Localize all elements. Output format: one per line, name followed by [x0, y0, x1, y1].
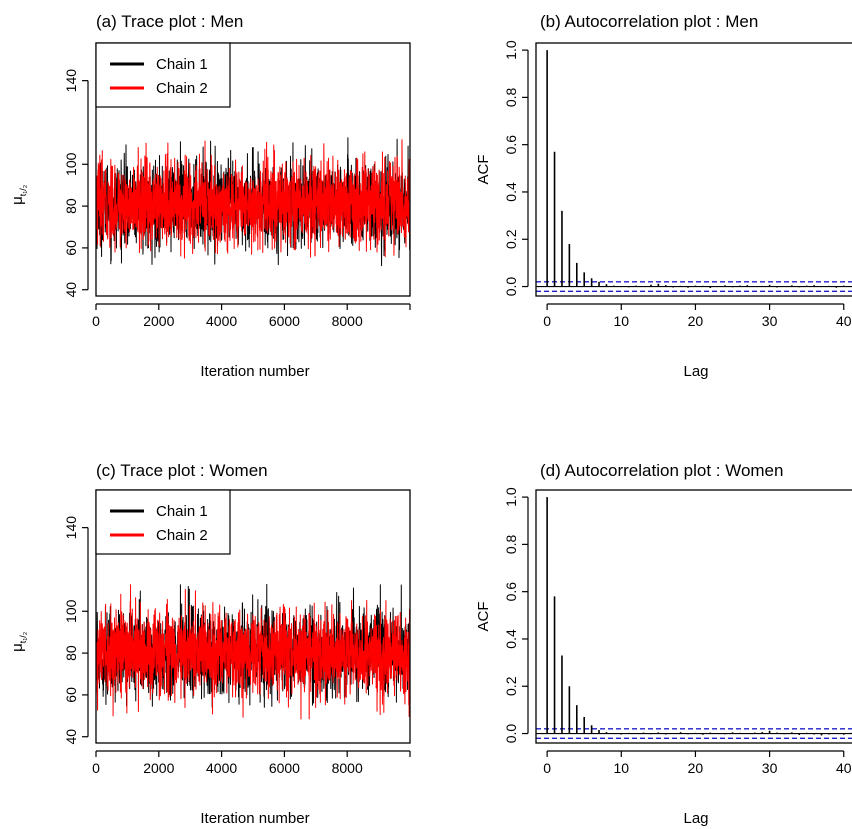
panel-acf-women: (d) Autocorrelation plot : Women 0 10 20 30 4…: [475, 461, 852, 827]
plot-frame: [535, 42, 852, 297]
y-tick-label: 140: [63, 69, 79, 93]
panel-trace-women: (c) Trace plot : Women 0 2000 4000 6000 8000 4…: [9, 461, 411, 827]
y-tick-label: 40: [63, 282, 79, 298]
y-axis-label: μt₁/₂: [9, 184, 28, 205]
panel-trace-men: (a) Trace plot : Men 0 2000 4000 6000 8000 40 6…: [9, 12, 411, 380]
x-tick-label: 8000: [332, 313, 363, 329]
x-tick-label: 8000: [332, 760, 363, 776]
x-axis-label: Iteration number: [200, 810, 309, 827]
x-tick-label: 0: [543, 760, 551, 776]
y-axis-label-subscript: t₁/₂: [18, 631, 28, 643]
series-group: [96, 583, 410, 720]
x-tick-label: 20: [688, 760, 704, 776]
x-tick-label: 20: [688, 313, 704, 329]
x-tick-label: 4000: [206, 313, 237, 329]
y-tick-label: 0.4: [503, 182, 519, 202]
y-tick-label: 0.6: [503, 582, 519, 602]
x-tick-label: 10: [613, 313, 629, 329]
x-axis-label: Iteration number: [200, 363, 309, 380]
y-axis-label-symbol: μ: [9, 643, 26, 652]
plot-frame: [95, 42, 411, 297]
y-tick-label: 0.6: [503, 135, 519, 155]
x-tick-label: 40: [836, 313, 852, 329]
plot-frame: [535, 489, 852, 744]
series-line-chain-2: [96, 139, 410, 259]
x-tick-label: 2000: [143, 313, 174, 329]
x-tick-label: 30: [762, 313, 778, 329]
y-tick-label: 0.0: [503, 724, 519, 744]
x-tick-label: 0: [92, 313, 100, 329]
y-tick-label: 140: [63, 516, 79, 540]
series-line-chain-2: [96, 584, 410, 720]
x-axis-label: Lag: [683, 810, 708, 827]
legend-entry: Chain 1: [156, 503, 208, 520]
y-tick-label: 100: [63, 152, 79, 176]
x-tick-label: 0: [92, 760, 100, 776]
chart-title: (c) Trace plot : Women: [96, 461, 268, 480]
legend-box: [95, 42, 231, 108]
x-tick-label: 4000: [206, 760, 237, 776]
y-axis-label-subscript: t₁/₂: [18, 184, 28, 196]
x-axis-label: Lag: [683, 363, 708, 380]
y-tick-label: 60: [63, 240, 79, 256]
legend: Chain 1 Chain 2: [95, 42, 231, 108]
series-group: [96, 137, 410, 267]
panel-acf-men: (b) Autocorrelation plot : Men 0 10 20 30 40 0…: [475, 12, 852, 380]
y-tick-label: 0.2: [503, 229, 519, 249]
legend-entry: Chain 2: [156, 527, 208, 544]
y-tick-label: 1.0: [503, 487, 519, 507]
y-tick-label: 0.8: [503, 534, 519, 554]
y-axis-label-symbol: μ: [9, 196, 26, 205]
legend-entry: Chain 2: [156, 80, 208, 97]
y-tick-label: 100: [63, 599, 79, 623]
legend: Chain 1 Chain 2: [95, 489, 231, 555]
y-axis-label: ACF: [475, 602, 492, 632]
chart-title: (b) Autocorrelation plot : Men: [540, 12, 758, 31]
x-tick-label: 6000: [269, 313, 300, 329]
x-tick-label: 10: [613, 760, 629, 776]
y-axis-label: μt₁/₂: [9, 631, 28, 652]
chart-title: (d) Autocorrelation plot : Women: [540, 461, 783, 480]
legend-entry: Chain 1: [156, 56, 208, 73]
x-tick-label: 30: [762, 760, 778, 776]
y-tick-label: 0.4: [503, 629, 519, 649]
legend-box: [95, 489, 231, 555]
y-tick-label: 1.0: [503, 40, 519, 60]
y-axis-label: ACF: [475, 155, 492, 185]
chart-title: (a) Trace plot : Men: [96, 12, 243, 31]
y-tick-label: 40: [63, 729, 79, 745]
y-tick-label: 0.2: [503, 676, 519, 696]
y-tick-label: 80: [63, 198, 79, 214]
y-tick-label: 80: [63, 645, 79, 661]
plot-frame: [95, 489, 411, 744]
x-tick-label: 2000: [143, 760, 174, 776]
x-tick-label: 40: [836, 760, 852, 776]
x-tick-label: 0: [543, 313, 551, 329]
y-tick-label: 0.8: [503, 87, 519, 107]
y-tick-label: 60: [63, 687, 79, 703]
y-tick-label: 0.0: [503, 277, 519, 297]
x-tick-label: 6000: [269, 760, 300, 776]
